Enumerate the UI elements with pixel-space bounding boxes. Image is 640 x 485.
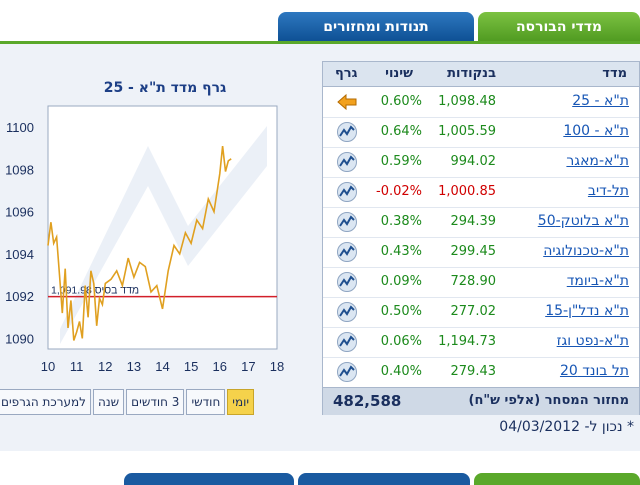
chart-icon[interactable] [336,211,358,233]
index-link[interactable]: ת"א-ביומד [566,273,629,289]
x-tick-label: 14 [155,359,169,374]
chart-title: גרף מדד ת"א - 25 [103,80,227,96]
y-tick-label: 1094 [5,247,34,262]
x-tick-label: 17 [241,359,255,374]
period-tab-3-months-label: 3 חודשים [131,395,180,409]
index-points: 728.90 [450,274,497,289]
x-tick-label: 11 [70,359,84,374]
tab-fluctuations-turnover[interactable]: תנודות ומחזורים [278,12,474,42]
y-tick-label: 1096 [5,205,34,220]
index-link[interactable]: ת"א בלוטק-50 [537,213,629,229]
x-tick-label: 10 [41,359,55,374]
index-change: 0.38% [380,214,422,229]
index-change: 0.60% [380,94,422,109]
index-series-line [47,146,232,341]
arrow-left-icon[interactable] [336,91,358,113]
table-header: מדד בנקודות שינוי גרף [323,62,639,87]
y-tick-label: 1090 [5,331,34,346]
index-points: 1,000.85 [438,184,496,199]
x-tick-label: 12 [98,359,112,374]
index-link[interactable]: תל-דיב [587,183,629,199]
y-tick-label: 1092 [5,289,34,304]
table-row: תל בונד 20 279.43 0.40% [323,357,639,388]
indices-table: מדד בנקודות שינוי גרף ת"א - 25 1,098.48 0.… [322,61,640,415]
index-points: 1,194.73 [438,334,496,349]
index-points: 277.02 [450,304,497,319]
bottom-tab-2[interactable] [298,473,470,485]
period-tab-daily[interactable]: יומי [227,389,255,415]
table-row: ת"א - 100 1,005.59 0.64% [323,117,639,148]
period-tab-monthly[interactable]: חודשי [186,389,226,415]
table-row: ת"א נדל"ן-15 277.02 0.50% [323,297,639,328]
index-change: 0.64% [380,124,422,139]
index-link[interactable]: ת"א-נפט וגז [556,333,629,349]
index-change: 0.40% [380,364,422,379]
index-change: 0.09% [380,274,422,289]
chart-icon[interactable] [336,331,358,353]
index-change: 0.50% [380,304,422,319]
y-tick-label: 1100 [6,120,34,135]
index-link[interactable]: תל בונד 20 [559,363,629,379]
x-tick-label: 16 [213,359,227,374]
index-points: 994.02 [450,154,497,169]
index-link[interactable]: ת"א-טכנולוגיה [543,243,629,259]
index-points: 1,005.59 [438,124,496,139]
turnover-value: 482,588 [333,392,402,410]
chart-plot-area [47,105,278,350]
index-chart: 1100 1098 1096 1094 1092 1090 10 11 12 13 14 15 16 17… [5,105,284,374]
period-tab-year-label: שנה [98,395,120,409]
index-points: 294.39 [450,214,497,229]
bottom-tab-1[interactable] [124,473,294,485]
chart-icon[interactable] [336,181,358,203]
x-tick-label: 15 [184,359,198,374]
table-row: ת"א-נפט וגז 1,194.73 0.06% [323,327,639,358]
table-row: ת"א-ביומד 728.90 0.09% [323,267,639,298]
tab-underline [0,41,640,44]
table-row: ת"א-טכנולוגיה 299.45 0.43% [323,237,639,268]
chart-icon[interactable] [336,301,358,323]
chart-icon[interactable] [336,241,358,263]
period-tab-chart-system[interactable]: למערכת הגרפים [0,389,92,415]
header-index: מדד [602,66,627,81]
index-change: -0.02% [376,184,422,199]
turnover-label: מחזור המסחר (אלפי ש"ח) [468,393,630,408]
period-tab-year[interactable]: שנה [93,389,125,415]
period-tab-daily-label: יומי [232,395,250,409]
x-tick-label: 18 [270,359,284,374]
header-points: בנקודות [447,66,496,81]
index-link[interactable]: ת"א-מאגר [566,153,629,169]
index-points: 299.45 [450,244,497,259]
period-tab-chart-system-label: למערכת הגרפים [1,395,87,409]
index-change: 0.43% [380,244,422,259]
table-row: ת"א בלוטק-50 294.39 0.38% [323,207,639,238]
period-tabs: יומי חודשי 3 חודשים שנה למערכת הגרפים [0,389,255,415]
table-row: ת"א-מאגר 994.02 0.59% [323,147,639,178]
bottom-tab-3[interactable] [474,473,640,485]
chart-icon[interactable] [336,271,358,293]
tab-market-indices-label: מדדי הבורסה [515,19,603,35]
header-change: שינוי [385,66,413,81]
updated-date: * נכון ל- 04/03/2012 [499,419,634,435]
period-tab-3-months[interactable]: 3 חודשים [126,389,185,415]
table-row: ת"א - 25 1,098.48 0.60% [323,87,639,118]
index-link[interactable]: ת"א נדל"ן-15 [545,303,629,319]
table-row: תל-דיב 1,000.85 -0.02% [323,177,639,208]
header-graph: גרף [335,66,358,81]
index-link[interactable]: ת"א - 100 [563,123,629,139]
index-link[interactable]: ת"א - 25 [572,93,629,109]
chart-icon[interactable] [336,121,358,143]
index-points: 1,098.48 [438,94,496,109]
period-tab-monthly-label: חודשי [191,395,221,409]
index-change: 0.06% [380,334,422,349]
index-change: 0.59% [380,154,422,169]
chart-icon[interactable] [336,151,358,173]
tab-market-indices[interactable]: מדדי הבורסה [478,12,640,42]
y-tick-label: 1098 [5,162,34,177]
x-tick-label: 13 [127,359,141,374]
tab-fluctuations-turnover-label: תנודות ומחזורים [323,19,429,35]
index-points: 279.43 [450,364,497,379]
chart-icon[interactable] [336,361,358,383]
turnover-row: מחזור המסחר (אלפי ש"ח) 482,588 [323,387,639,415]
